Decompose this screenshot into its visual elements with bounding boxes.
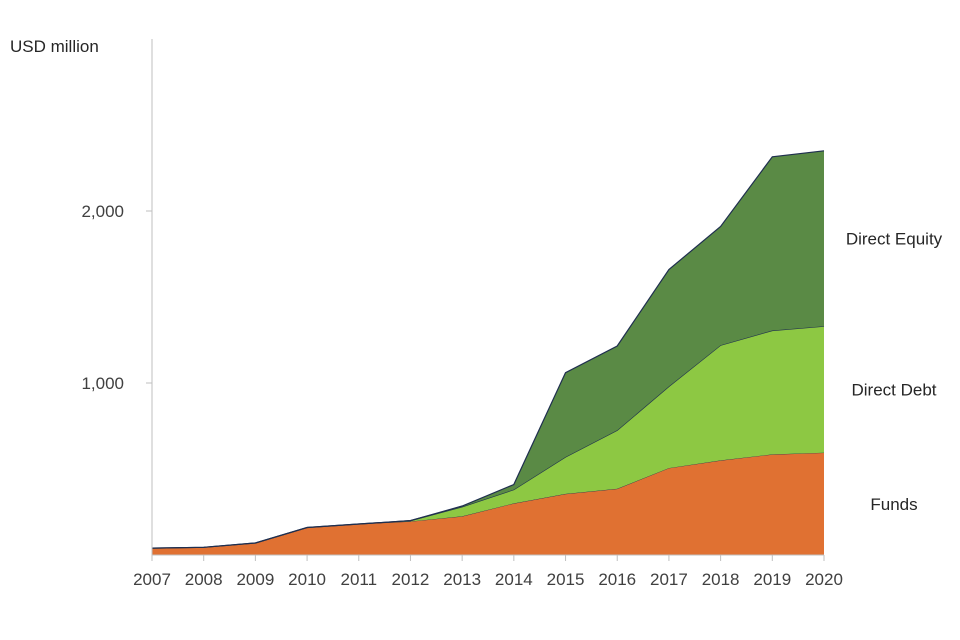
x-tick-group: 2007 2008 2009 2010 2011 2012 2013 2014 2015 2016… xyxy=(133,555,843,589)
area-layer xyxy=(151,150,825,555)
x-tick-label: 2015 xyxy=(547,570,585,589)
x-tick-label: 2012 xyxy=(392,570,430,589)
x-tick-label: 2010 xyxy=(288,570,326,589)
x-tick-label: 2013 xyxy=(443,570,481,589)
area-funds xyxy=(152,452,824,555)
x-tick-label: 2019 xyxy=(753,570,791,589)
x-tick-label: 2016 xyxy=(598,570,636,589)
x-tick-label: 2014 xyxy=(495,570,533,589)
series-label-direct-debt: Direct Debt xyxy=(851,380,936,399)
x-tick-label: 2008 xyxy=(185,570,223,589)
x-tick-label: 2007 xyxy=(133,570,171,589)
x-tick-label: 2018 xyxy=(702,570,740,589)
x-tick-label: 2020 xyxy=(805,570,843,589)
x-tick-label: 2009 xyxy=(236,570,274,589)
area-direct-debt xyxy=(152,326,824,549)
y-tick-label: 2,000 xyxy=(81,202,124,221)
outline-direct-equity xyxy=(151,150,825,549)
x-tick-label: 2017 xyxy=(650,570,688,589)
series-label-direct-equity: Direct Equity xyxy=(846,230,943,249)
series-label-group: Funds Direct Debt Direct Equity xyxy=(846,230,943,514)
y-tick-label: 1,000 xyxy=(81,374,124,393)
x-tick-label: 2011 xyxy=(340,570,377,589)
y-axis-title: USD million xyxy=(10,37,99,56)
area-direct-equity xyxy=(152,150,824,549)
series-label-funds: Funds xyxy=(870,495,917,514)
y-tick-group: 1,000 2,000 xyxy=(81,202,152,393)
